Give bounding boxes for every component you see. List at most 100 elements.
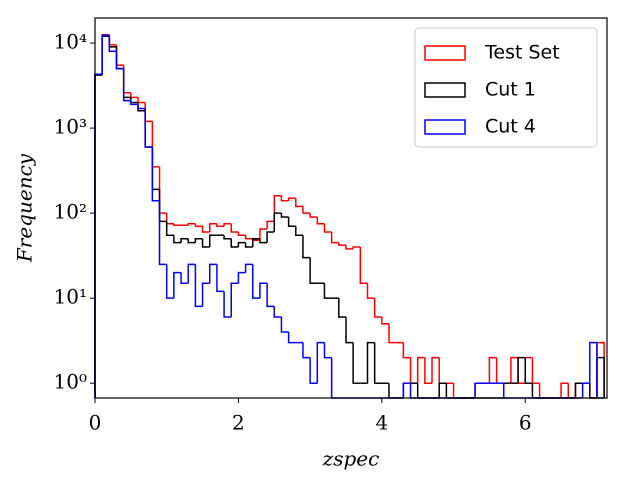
- histogram-step: [560, 382, 569, 398]
- histogram-step: [517, 356, 526, 384]
- histogram-step: [474, 382, 483, 398]
- histogram-step: [108, 34, 117, 46]
- histogram-step: [158, 200, 167, 266]
- histogram-step: [259, 238, 268, 244]
- histogram-step: [309, 213, 318, 218]
- histogram-step: [244, 235, 253, 240]
- histogram-step: [416, 383, 425, 399]
- legend-swatch: [424, 119, 466, 135]
- histogram-step: [158, 166, 167, 214]
- histogram-step: [101, 35, 110, 76]
- histogram-step: [208, 263, 217, 284]
- histogram-step: [158, 189, 167, 223]
- histogram-step: [208, 223, 217, 232]
- histogram-step: [589, 383, 597, 399]
- histogram-step: [502, 382, 511, 398]
- histogram-step: [316, 341, 325, 384]
- histogram-step: [266, 220, 275, 230]
- histogram-step: [287, 332, 296, 344]
- histogram-step: [402, 342, 411, 359]
- histogram-step: [589, 383, 597, 399]
- histogram-step: [144, 110, 153, 148]
- legend-swatch: [424, 45, 466, 61]
- legend-swatch: [424, 82, 466, 98]
- histogram-step: [237, 271, 246, 284]
- histogram-step: [151, 146, 160, 202]
- histogram-step: [309, 257, 318, 284]
- y-tick-label: 10³: [54, 115, 87, 139]
- x-tick-label: 2: [232, 411, 245, 435]
- y-tick-label: 10⁰: [54, 370, 87, 394]
- histogram-step: [115, 44, 124, 66]
- x-tick-label: 0: [89, 411, 102, 435]
- histogram-step: [502, 383, 511, 399]
- histogram-step: [244, 242, 253, 248]
- histogram-step: [244, 263, 253, 273]
- histogram-step: [517, 357, 526, 384]
- histogram-step: [173, 235, 182, 244]
- histogram-step: [438, 382, 447, 398]
- histogram-step: [531, 383, 540, 399]
- histogram-step: [180, 237, 189, 243]
- histogram-step: [201, 282, 210, 307]
- histogram-step: [94, 73, 103, 398]
- histogram-step: [137, 102, 146, 112]
- histogram-step: [438, 357, 447, 384]
- histogram-step: [101, 34, 110, 75]
- histogram-step: [330, 231, 339, 244]
- histogram-step: [252, 237, 260, 247]
- histogram-step: [345, 245, 354, 250]
- histogram-step: [416, 356, 425, 384]
- histogram-step: [115, 51, 124, 70]
- histogram-step: [295, 198, 303, 208]
- histogram-step: [187, 263, 196, 284]
- histogram-step: [424, 357, 433, 384]
- histogram-step: [273, 306, 282, 318]
- histogram-step: [302, 342, 311, 359]
- histogram-step: [495, 357, 504, 384]
- histogram-step: [266, 231, 275, 243]
- histogram-step: [345, 317, 354, 344]
- histogram-step: [452, 383, 461, 399]
- histogram-step: [388, 383, 397, 399]
- histogram-step: [201, 226, 210, 233]
- histogram-step: [165, 264, 174, 299]
- histogram-step: [130, 97, 139, 104]
- histogram-step: [273, 195, 282, 222]
- histogram-step: [510, 356, 519, 384]
- histogram-step: [589, 341, 597, 384]
- histogram-step: [323, 223, 332, 233]
- legend-label: Cut 4: [485, 116, 536, 138]
- histogram-step: [151, 121, 160, 168]
- histogram-step: [194, 223, 203, 228]
- histogram-step: [474, 382, 483, 398]
- histogram-step: [409, 383, 418, 399]
- histogram-step: [524, 357, 533, 384]
- histogram-step: [173, 271, 182, 299]
- legend-label: Test Set: [484, 42, 560, 64]
- histogram-step: [216, 223, 225, 228]
- histogram-step: [302, 206, 311, 214]
- x-tick-label: 4: [375, 411, 388, 435]
- histogram-step: [173, 223, 182, 227]
- plot-frame: [94, 17, 608, 399]
- histogram-step: [402, 382, 411, 398]
- histogram-step: [194, 264, 203, 308]
- histogram-step: [330, 357, 339, 399]
- histogram-step: [130, 92, 139, 99]
- histogram-step: [338, 298, 346, 318]
- histogram-step: [187, 223, 196, 226]
- histogram-step: [409, 357, 418, 384]
- histogram-step: [201, 238, 210, 248]
- histogram-step: [187, 238, 196, 244]
- histogram-step: [223, 235, 232, 240]
- histogram-step: [309, 357, 318, 384]
- y-tick-label: 10⁴: [54, 30, 87, 54]
- histogram-step: [259, 228, 268, 241]
- histogram-step: [108, 35, 117, 53]
- legend-label: Cut 1: [485, 79, 536, 101]
- histogram-step: [252, 264, 260, 299]
- histogram-step: [208, 234, 217, 247]
- histogram-step: [531, 357, 540, 384]
- histogram-step: [352, 246, 361, 249]
